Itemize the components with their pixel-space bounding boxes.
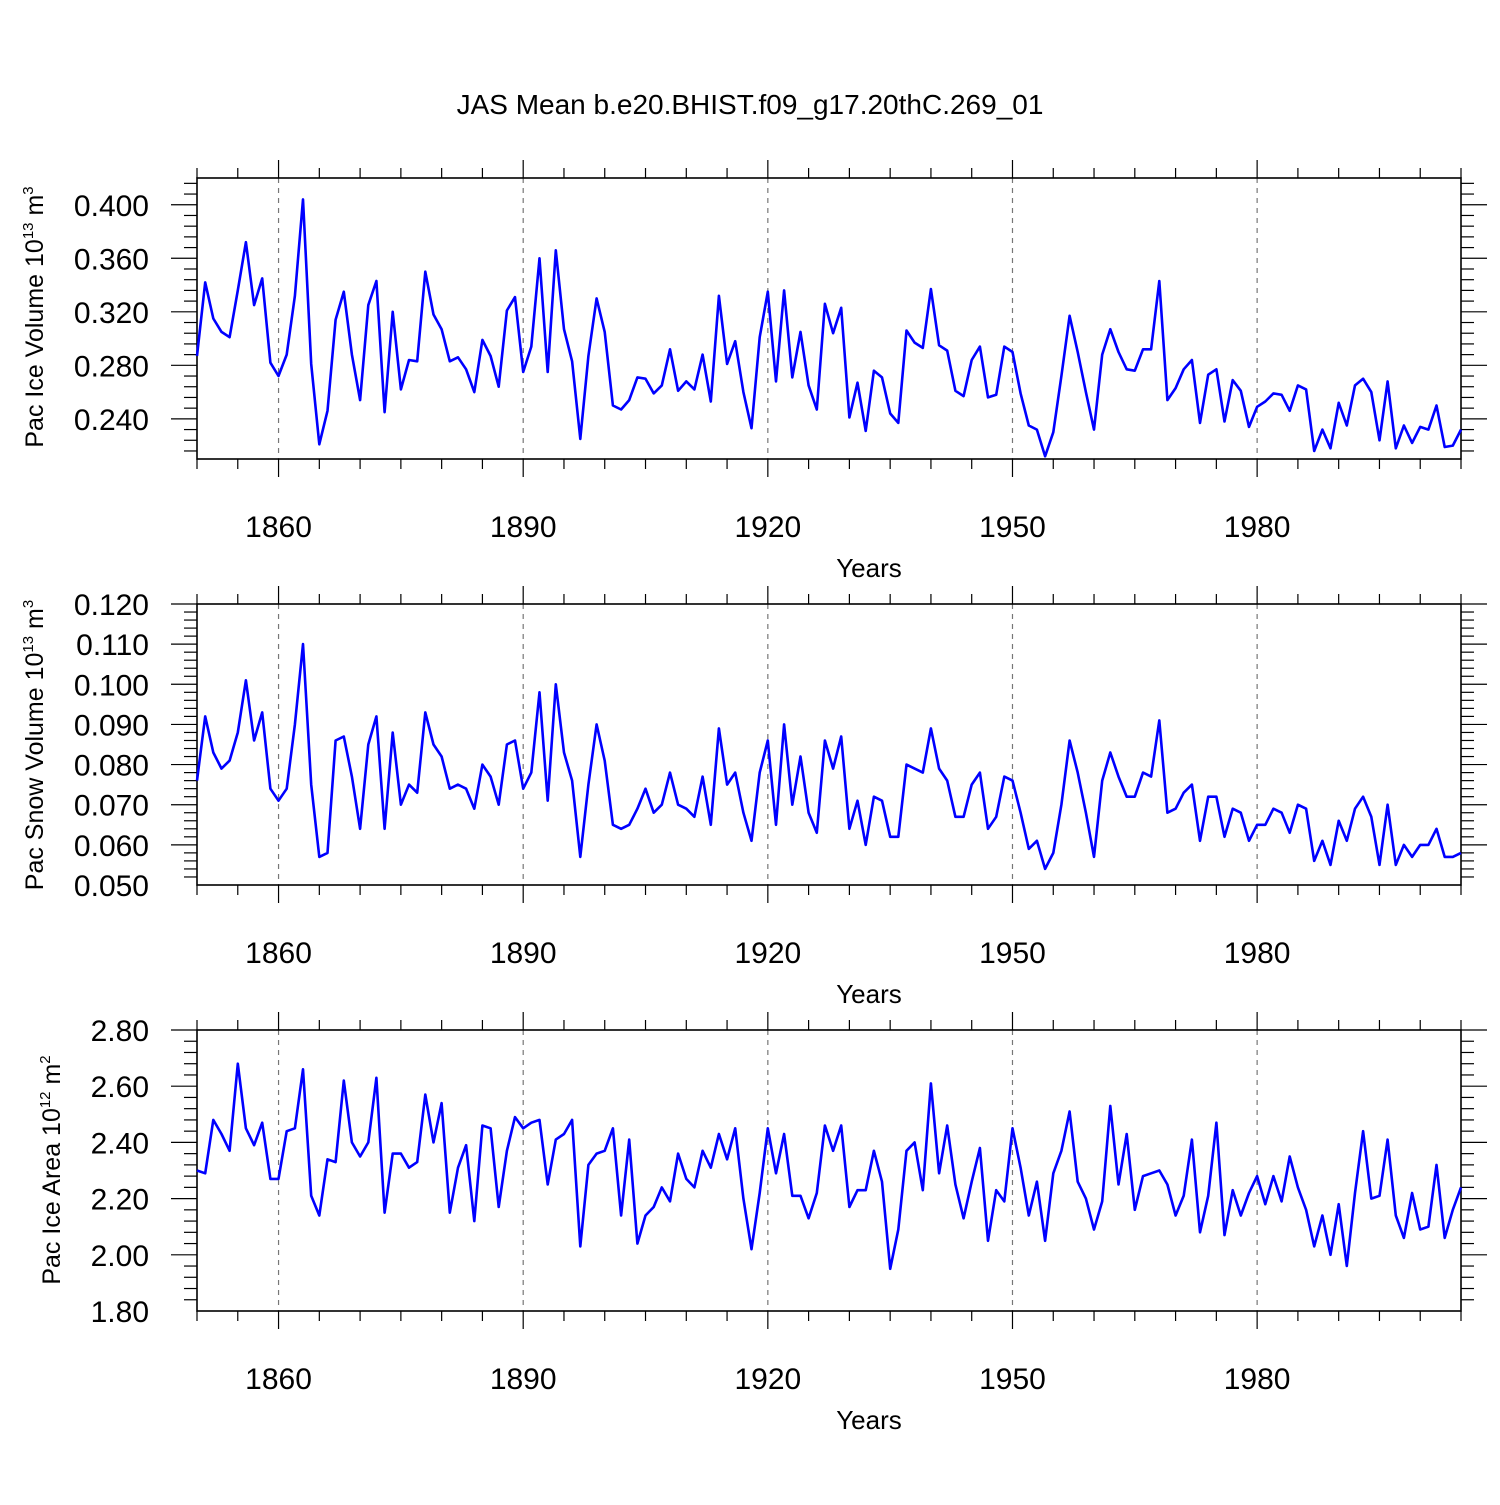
- chart-title: JAS Mean b.e20.BHIST.f09_g17.20thC.269_0…: [457, 89, 1044, 120]
- x-tick-label: 1920: [734, 1363, 801, 1396]
- x-tick-label: 1890: [490, 511, 557, 544]
- y-tick-label: 0.400: [74, 190, 149, 223]
- plot-frame: [196, 177, 1462, 460]
- x-tick-label: 1980: [1224, 1363, 1291, 1396]
- panel-2: 0.050 0.060 0.070 0.080 0.090 0.100 0.110 0.120…: [20, 586, 1487, 1009]
- x-tick-label: 1980: [1224, 937, 1291, 970]
- x-axis-label: Years: [836, 1405, 902, 1435]
- x-tick-label: 1950: [979, 511, 1046, 544]
- y-tick-label: 0.090: [74, 709, 149, 742]
- x-tick-label: 1920: [734, 511, 801, 544]
- y-tick-label: 2.80: [91, 1015, 149, 1048]
- x-axis-label: Years: [836, 979, 902, 1009]
- series-line: [195, 198, 1463, 458]
- y-tick-label: 2.00: [91, 1240, 149, 1273]
- y-tick-label: 0.070: [74, 790, 149, 823]
- x-tick-label: 1860: [245, 937, 312, 970]
- y-tick-label: 0.060: [74, 830, 149, 863]
- x-tick-label: 1920: [734, 937, 801, 970]
- y-tick-label: 0.080: [74, 750, 149, 783]
- series-line: [196, 1062, 1463, 1271]
- y-tick-label: 0.050: [74, 870, 149, 903]
- plot-frame: [196, 1029, 1462, 1312]
- x-tick-label: 1860: [245, 1363, 312, 1396]
- x-tick-label: 1890: [490, 937, 557, 970]
- x-axis-label: Years: [836, 553, 902, 583]
- x-tick-label: 1950: [979, 1363, 1046, 1396]
- y-tick-label: 0.320: [74, 297, 149, 330]
- y-tick-label: 2.20: [91, 1184, 149, 1217]
- y-tick-label: 2.40: [91, 1127, 149, 1160]
- y-tick-label: 0.100: [74, 669, 149, 702]
- y-tick-label: 0.360: [74, 243, 149, 276]
- y-tick-label: 2.60: [91, 1071, 149, 1104]
- x-tick-label: 1860: [245, 511, 312, 544]
- series-line: [195, 642, 1462, 871]
- y-tick-label: 1.80: [91, 1296, 149, 1329]
- x-tick-label: 1980: [1224, 511, 1291, 544]
- x-tick-label: 1950: [979, 937, 1046, 970]
- y-axis-label: Pac Ice Area 1012 m2: [37, 1055, 66, 1284]
- panel-3: 1.80 2.00 2.20 2.40 2.60 2.80 1860 1890 1920 1950…: [37, 1012, 1487, 1435]
- y-tick-label: 0.110: [76, 629, 149, 662]
- x-tick-label: 1890: [490, 1363, 557, 1396]
- panel-1: 0.240 0.280 0.320 0.360 0.400 1860 1890 1920 195…: [20, 160, 1487, 583]
- y-tick-label: 0.280: [74, 350, 149, 383]
- plot-frame: [196, 603, 1462, 886]
- y-tick-label: 0.120: [74, 589, 149, 622]
- y-axis-label: Pac Ice Volume 1013 m3: [20, 186, 49, 447]
- y-tick-label: 0.240: [74, 404, 149, 437]
- y-axis-label: Pac Snow Volume 1013 m3: [20, 600, 49, 890]
